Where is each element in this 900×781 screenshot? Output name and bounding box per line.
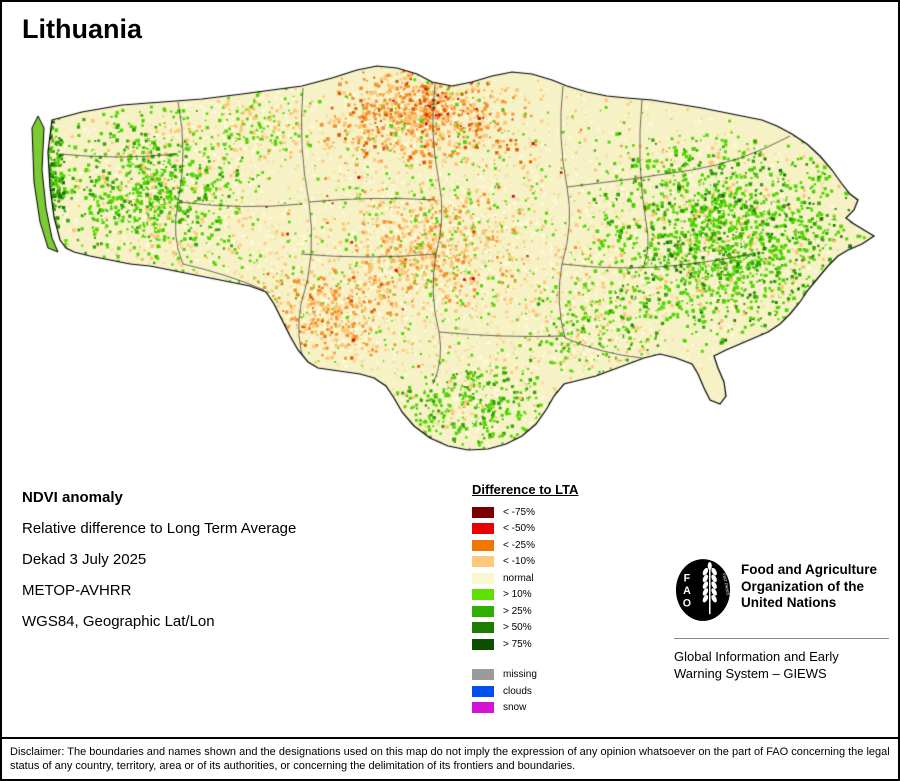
legend-extra-items: missing clouds snow: [472, 667, 578, 717]
legend-item: > 50%: [472, 620, 578, 637]
product-name: NDVI anomaly: [22, 489, 123, 506]
legend-item: snow: [472, 700, 578, 717]
legend-item: missing: [472, 667, 578, 684]
fao-block: F A O FIAT PANIS Food and Agriculture Or…: [674, 558, 889, 682]
legend-color-swatch: [472, 506, 494, 518]
legend-color-swatch: [472, 539, 494, 551]
legend-item: clouds: [472, 683, 578, 700]
legend-label: clouds: [503, 685, 532, 697]
legend-item: > 25%: [472, 603, 578, 620]
fao-org-name: Food and Agriculture Organization of the…: [741, 562, 877, 610]
legend-color-swatch: [472, 669, 494, 681]
giews-label: Global Information and Early Warning Sys…: [674, 649, 839, 681]
legend-label: < -25%: [503, 539, 535, 551]
legend-item: < -50%: [472, 521, 578, 538]
disclaimer-bar: Disclaimer: The boundaries and names sho…: [2, 737, 898, 779]
legend-color-swatch: [472, 523, 494, 535]
legend-color-swatch: [472, 556, 494, 568]
product-description: Relative difference to Long Term Average: [22, 520, 297, 537]
sensor-name: METOP-AVHRR: [22, 582, 132, 599]
legend-label: normal: [503, 572, 534, 584]
fao-logo-icon: F A O FIAT PANIS: [675, 559, 731, 621]
dekad-date: Dekad 3 July 2025: [22, 551, 147, 568]
legend-item: > 75%: [472, 636, 578, 653]
fao-logo-letter-f: F: [684, 572, 691, 584]
legend-label: < -50%: [503, 523, 535, 535]
disclaimer-text: Disclaimer: The boundaries and names sho…: [10, 746, 890, 772]
legend-color-swatch: [472, 589, 494, 601]
page-title: Lithuania: [22, 14, 142, 44]
legend-color-swatch: [472, 638, 494, 650]
legend-label: < -10%: [503, 556, 535, 568]
legend-label: < -75%: [503, 506, 535, 518]
legend-title: Difference to LTA: [472, 482, 579, 497]
legend-color-swatch: [472, 702, 494, 714]
legend-color-swatch: [472, 605, 494, 617]
legend-label: missing: [503, 669, 537, 681]
legend-color-swatch: [472, 685, 494, 697]
projection-info: WGS84, Geographic Lat/Lon: [22, 613, 215, 630]
fao-divider: [674, 638, 889, 639]
legend-color-swatch: [472, 622, 494, 634]
map-info-block: NDVI anomaly Relative difference to Long…: [22, 489, 296, 644]
legend-color-swatch: [472, 572, 494, 584]
legend-item: > 10%: [472, 587, 578, 604]
legend-item: < -75%: [472, 504, 578, 521]
legend-item: < -25%: [472, 537, 578, 554]
legend: Difference to LTA < -75% < -50% < -25% < -1…: [472, 482, 578, 716]
fao-logo-letter-o: O: [683, 597, 691, 609]
legend-label: snow: [503, 702, 527, 714]
legend-label: > 25%: [503, 605, 532, 617]
legend-item: < -10%: [472, 554, 578, 571]
legend-item: normal: [472, 570, 578, 587]
legend-label: > 75%: [503, 638, 532, 650]
legend-label: > 50%: [503, 622, 532, 634]
fao-logo-letter-a: A: [683, 585, 691, 597]
fao-header: F A O FIAT PANIS Food and Agriculture Or…: [674, 558, 889, 622]
fao-logo-motto: FIAT PANIS: [721, 573, 731, 596]
legend-label: > 10%: [503, 589, 532, 601]
legend-items: < -75% < -50% < -25% < -10% normal > 10% > 25%…: [472, 504, 578, 653]
